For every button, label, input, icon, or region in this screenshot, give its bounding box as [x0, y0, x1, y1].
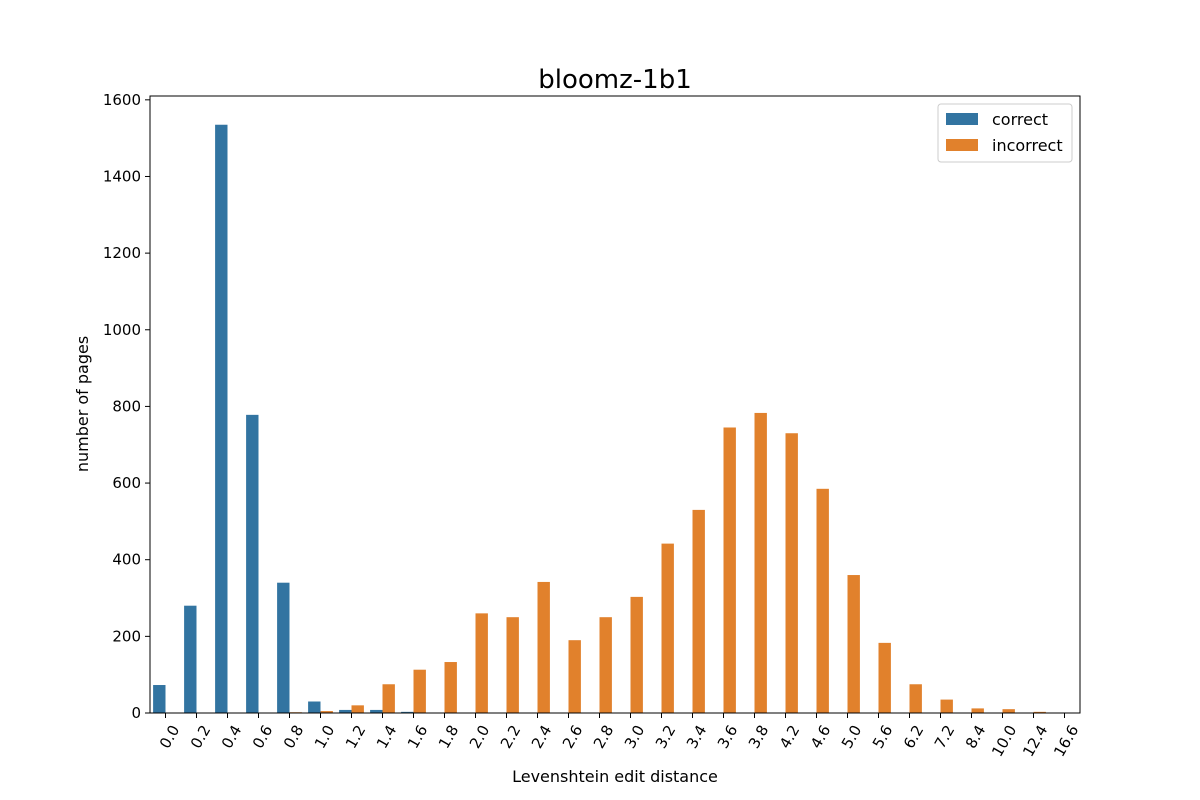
- legend: correct incorrect: [937, 103, 1073, 163]
- legend-swatch-incorrect: [946, 139, 978, 151]
- x-tick-label: 0.2: [187, 722, 215, 752]
- bar-incorrect-2.2: [506, 617, 519, 713]
- x-tick-label: 1.4: [373, 722, 401, 752]
- bar-incorrect-2.4: [537, 581, 550, 713]
- y-tick-label: 1200: [103, 244, 141, 262]
- x-tick-label: 2.0: [466, 722, 494, 752]
- x-tick-label: 2.8: [590, 722, 618, 752]
- bar-correct-0.0: [153, 685, 166, 713]
- x-tick-label: 1.2: [342, 722, 370, 752]
- bar-incorrect-1.2: [351, 705, 364, 713]
- x-tick-label: 3.0: [621, 722, 649, 752]
- x-tick-label: 5.6: [869, 722, 897, 752]
- x-tick-label: 1.0: [311, 722, 339, 752]
- x-tick-label: 0.0: [156, 722, 184, 752]
- y-tick-label: 0: [131, 704, 141, 722]
- bar-correct-0.4: [215, 124, 228, 714]
- bar-incorrect-1.0: [320, 711, 333, 713]
- bar-incorrect-12.4: [1033, 711, 1046, 713]
- bar-correct-1.2: [339, 709, 352, 713]
- x-tick-label: 0.6: [249, 722, 277, 752]
- y-axis: 0 200 400 600 800 1000 1200 1400 1600: [103, 91, 150, 722]
- x-tick-label: 16.6: [1050, 722, 1082, 760]
- x-tick-label: 8.4: [962, 722, 990, 752]
- x-tick-label: 12.4: [1019, 722, 1051, 760]
- plot-frame: [149, 95, 1081, 714]
- chart-title: bloomz-1b1: [538, 65, 692, 95]
- bars-layer: [153, 124, 1046, 714]
- bar-incorrect-2.0: [475, 613, 488, 713]
- x-tick-label: 7.2: [931, 722, 959, 752]
- y-tick-label: 400: [112, 551, 141, 569]
- x-tick-label: 1.8: [435, 722, 463, 752]
- x-axis-title: Levenshtein edit distance: [512, 767, 718, 786]
- bar-incorrect-10.0: [1002, 709, 1015, 713]
- y-tick-label: 600: [112, 474, 141, 492]
- x-tick-label: 4.2: [776, 722, 804, 752]
- bar-incorrect-4.6: [816, 488, 829, 713]
- y-tick-label: 1400: [103, 167, 141, 185]
- y-tick-label: 1000: [103, 321, 141, 339]
- x-tick-label: 0.8: [280, 722, 308, 752]
- y-tick-label: 800: [112, 397, 141, 415]
- bar-incorrect-3.0: [630, 596, 643, 713]
- bar-incorrect-6.2: [909, 684, 922, 713]
- x-tick-label: 3.6: [714, 722, 742, 752]
- legend-label-correct: correct: [992, 110, 1048, 129]
- bar-incorrect-3.2: [661, 543, 674, 713]
- x-tick-label: 4.6: [807, 722, 835, 752]
- y-axis-title: number of pages: [73, 336, 92, 472]
- bar-incorrect-2.6: [568, 640, 581, 713]
- bar-correct-1.4: [370, 709, 383, 713]
- x-tick-label: 3.2: [652, 722, 680, 752]
- bar-incorrect-1.6: [413, 669, 426, 713]
- x-tick-label: 1.6: [404, 722, 432, 752]
- x-tick-label: 0.4: [218, 722, 246, 752]
- bar-incorrect-5.0: [847, 575, 860, 713]
- x-tick-label: 2.6: [559, 722, 587, 752]
- x-tick-label: 3.4: [683, 722, 711, 752]
- bar-incorrect-4.2: [785, 433, 798, 713]
- bar-incorrect-8.4: [971, 708, 984, 713]
- bar-incorrect-7.2: [940, 699, 953, 713]
- bar-correct-0.6: [246, 414, 259, 713]
- legend-label-incorrect: incorrect: [992, 136, 1063, 155]
- bar-incorrect-1.8: [444, 662, 457, 713]
- x-tick-label: 10.0: [988, 722, 1020, 760]
- bar-incorrect-3.4: [692, 509, 705, 713]
- x-tick-label: 6.2: [900, 722, 928, 752]
- legend-swatch-correct: [946, 113, 978, 125]
- bar-correct-0.2: [184, 605, 197, 713]
- x-tick-label: 2.4: [528, 722, 556, 752]
- bar-incorrect-3.6: [723, 427, 736, 713]
- x-tick-label: 3.8: [745, 722, 773, 752]
- bar-incorrect-5.6: [878, 642, 891, 713]
- bar-correct-0.8: [277, 582, 290, 713]
- bar-incorrect-1.4: [382, 684, 395, 713]
- y-tick-label: 200: [112, 627, 141, 645]
- bar-incorrect-2.8: [599, 617, 612, 713]
- bar-correct-1.0: [308, 701, 321, 713]
- bar-incorrect-3.8: [754, 412, 767, 713]
- bar-correct-1.6: [401, 711, 414, 713]
- x-tick-label: 2.2: [497, 722, 525, 752]
- y-tick-label: 1600: [103, 91, 141, 109]
- x-tick-label: 5.0: [838, 722, 866, 752]
- x-axis: 0.0 0.2 0.4 0.6 0.8 1.0 1.2 1.4 1.6 1.8 2.0 2.2 2.4 2…: [156, 713, 1082, 760]
